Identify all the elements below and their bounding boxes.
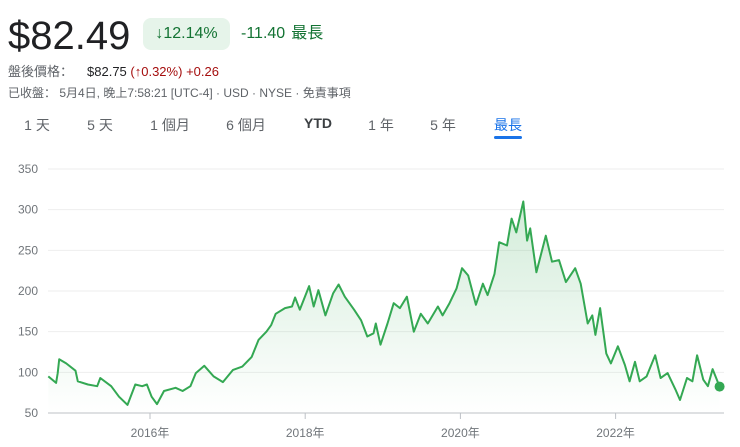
tab-ytd[interactable]: YTD [304,115,332,131]
tab-5d[interactable]: 5 天 [87,117,113,133]
tab-1d[interactable]: 1 天 [24,117,50,133]
range-label: 最長 [291,25,324,42]
market-closed-info: 已收盤： 5月4日, 晚上7:58:21 [UTC-4] · USD · NYS… [8,86,351,100]
tab-max[interactable]: 最長 [494,117,522,133]
y-tick-label: 100 [18,365,38,379]
after-hours-abs: +0.26 [186,64,219,79]
price-line [47,200,721,406]
last-price-dot [714,381,725,392]
area-fill [48,201,720,413]
arrow-down-icon: ↓ [155,25,164,42]
x-tick-label: 2016年 [131,426,170,440]
after-hours: 盤後價格： $82.75 (↑0.32%) +0.26 [8,63,219,81]
y-tick-label: 150 [18,325,38,339]
tab-6m[interactable]: 6 個月 [226,117,266,133]
x-tick-label: 2020年 [441,426,480,440]
tab-5y[interactable]: 5 年 [430,117,456,133]
y-tick-label: 250 [18,243,38,257]
tab-1y[interactable]: 1 年 [368,117,394,133]
change-amount: -11.40 最長 [241,18,329,50]
y-tick-label: 200 [18,284,38,298]
active-tab-indicator [494,136,522,139]
after-hours-pct: (↑0.32%) [130,64,183,79]
x-tick-label: 2018年 [286,426,325,440]
after-hours-label: 盤後價格： [8,64,74,79]
y-tick-label: 50 [25,406,39,420]
y-tick-label: 350 [18,162,38,176]
after-hours-price: $82.75 [87,64,127,79]
y-tick-label: 300 [18,203,38,217]
change-abs: -11.40 [241,25,286,42]
change-percent-badge: ↓12.14% [143,18,230,50]
change-percent: 12.14% [163,25,218,42]
tab-1m[interactable]: 1 個月 [150,117,190,133]
x-tick-label: 2022年 [596,426,635,440]
current-price: $82.49 [8,14,131,58]
